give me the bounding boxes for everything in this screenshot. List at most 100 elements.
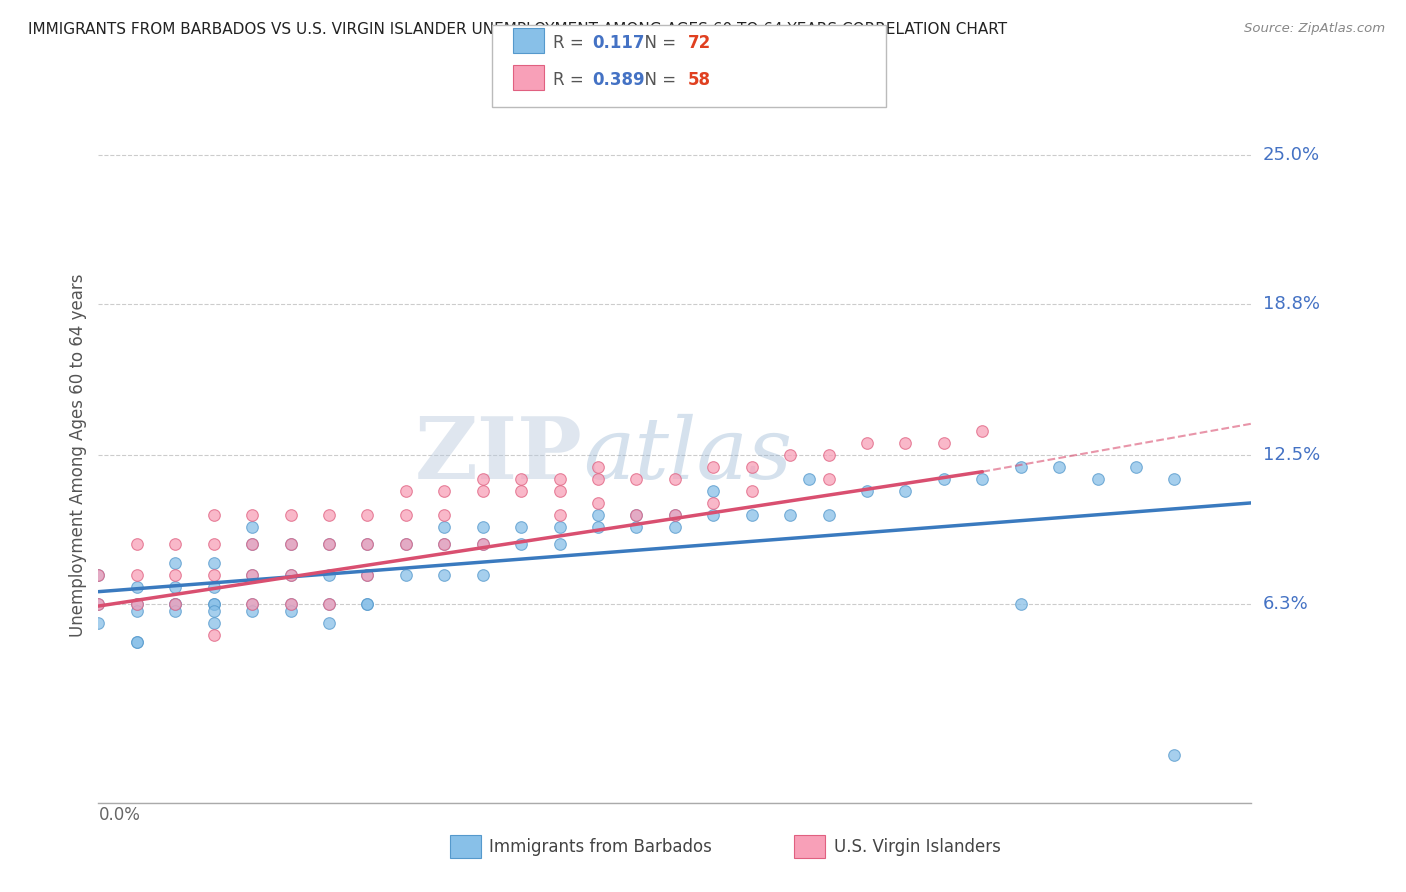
Point [510, 537, 533, 551]
Point [395, 483, 418, 498]
Point [817, 448, 839, 462]
Point [395, 537, 418, 551]
Point [165, 556, 187, 570]
Point [626, 508, 648, 522]
Text: R =: R = [553, 34, 589, 52]
Point [894, 436, 917, 450]
Point [856, 483, 879, 498]
Point [125, 635, 148, 649]
Point [165, 567, 187, 582]
Text: 0.389: 0.389 [592, 71, 644, 89]
Point [318, 567, 340, 582]
Point [356, 537, 378, 551]
Point [779, 448, 801, 462]
Point [548, 472, 571, 486]
Point [1125, 459, 1147, 474]
Point [125, 604, 148, 618]
Point [318, 615, 340, 630]
Point [202, 597, 225, 611]
Point [165, 597, 187, 611]
Point [165, 604, 187, 618]
Point [664, 508, 686, 522]
Point [471, 537, 494, 551]
Point [240, 537, 263, 551]
Text: Immigrants from Barbados: Immigrants from Barbados [489, 838, 713, 855]
Point [586, 472, 609, 486]
Point [165, 537, 187, 551]
Point [433, 537, 456, 551]
Point [202, 628, 225, 642]
Point [125, 597, 148, 611]
Point [433, 508, 456, 522]
Y-axis label: Unemployment Among Ages 60 to 64 years: Unemployment Among Ages 60 to 64 years [69, 273, 87, 637]
Text: N =: N = [634, 34, 682, 52]
Point [1163, 472, 1185, 486]
Point [240, 508, 263, 522]
Point [87, 597, 110, 611]
Point [972, 424, 994, 438]
Point [356, 597, 378, 611]
Point [87, 567, 110, 582]
Point [1047, 459, 1070, 474]
Point [471, 472, 494, 486]
Point [1163, 747, 1185, 762]
Point [702, 459, 724, 474]
Point [433, 567, 456, 582]
Point [318, 508, 340, 522]
Point [240, 520, 263, 534]
Point [779, 508, 801, 522]
Point [548, 508, 571, 522]
Point [280, 508, 302, 522]
Point [702, 483, 724, 498]
Point [471, 483, 494, 498]
Point [202, 597, 225, 611]
Point [433, 483, 456, 498]
Point [240, 567, 263, 582]
Point [202, 556, 225, 570]
Point [586, 496, 609, 510]
Text: 12.5%: 12.5% [1263, 446, 1320, 464]
Point [932, 436, 955, 450]
Point [356, 567, 378, 582]
Point [125, 580, 148, 594]
Point [586, 459, 609, 474]
Point [664, 472, 686, 486]
Point [799, 472, 821, 486]
Point [741, 483, 763, 498]
Point [626, 472, 648, 486]
Point [626, 520, 648, 534]
Point [280, 537, 302, 551]
Point [471, 520, 494, 534]
Point [932, 472, 955, 486]
Point [87, 597, 110, 611]
Point [202, 508, 225, 522]
Point [510, 472, 533, 486]
Point [356, 537, 378, 551]
Point [202, 604, 225, 618]
Point [433, 520, 456, 534]
Text: N =: N = [634, 71, 682, 89]
Point [202, 567, 225, 582]
Text: 0.117: 0.117 [592, 34, 644, 52]
Text: 58: 58 [688, 71, 710, 89]
Text: IMMIGRANTS FROM BARBADOS VS U.S. VIRGIN ISLANDER UNEMPLOYMENT AMONG AGES 60 TO 6: IMMIGRANTS FROM BARBADOS VS U.S. VIRGIN … [28, 22, 1007, 37]
Point [972, 472, 994, 486]
Point [817, 472, 839, 486]
Text: 25.0%: 25.0% [1263, 146, 1320, 164]
Point [664, 520, 686, 534]
Text: R =: R = [553, 71, 589, 89]
Point [395, 537, 418, 551]
Point [280, 597, 302, 611]
Point [280, 537, 302, 551]
Text: 6.3%: 6.3% [1263, 595, 1309, 613]
Point [240, 604, 263, 618]
Point [471, 537, 494, 551]
Point [741, 508, 763, 522]
Point [433, 537, 456, 551]
Text: ZIP: ZIP [415, 413, 582, 497]
Point [1010, 459, 1032, 474]
Point [395, 567, 418, 582]
Point [240, 567, 263, 582]
Point [202, 615, 225, 630]
Point [894, 483, 917, 498]
